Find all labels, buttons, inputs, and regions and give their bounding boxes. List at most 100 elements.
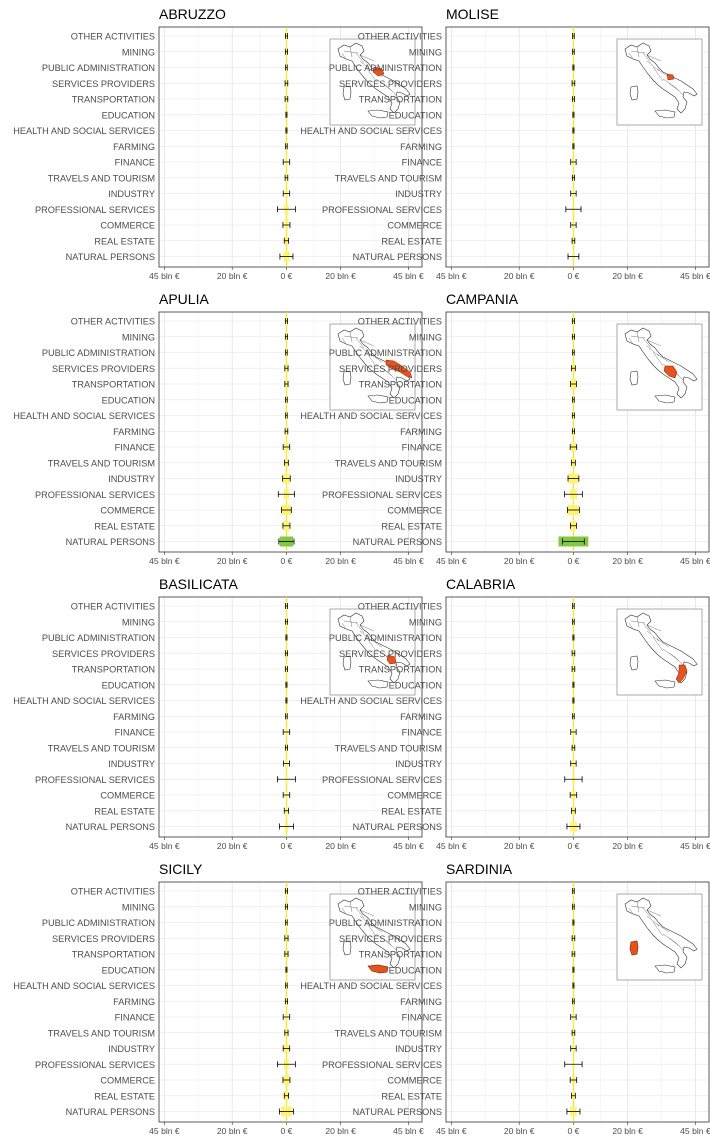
region-border <box>349 616 353 628</box>
panel-apulia: APULIA OTHER ACTIVITIES MINING PUBLIC ADMIN… <box>13 291 424 566</box>
category-label: MINING <box>409 332 442 342</box>
x-tick-label: 20 bln € <box>504 841 535 851</box>
region-border <box>355 52 365 64</box>
region-border <box>628 52 634 60</box>
map-inset <box>329 893 416 981</box>
region-border <box>387 371 397 381</box>
region-border <box>652 636 664 652</box>
region-border <box>646 54 662 62</box>
region-border <box>668 937 680 947</box>
x-tick-label: 0 € <box>567 271 579 281</box>
region-border <box>341 622 347 630</box>
panel-title: CAMPANIA <box>446 291 519 307</box>
category-label: TRAVELS AND TOURISM <box>48 173 155 183</box>
category-label: COMMERCE <box>387 506 442 516</box>
category-label: FARMING <box>400 712 442 722</box>
category-label: INDUSTRY <box>395 189 442 199</box>
category-label: FINANCE <box>402 728 442 738</box>
category-label: EDUCATION <box>102 680 155 690</box>
category-label: INDUSTRY <box>395 474 442 484</box>
x-tick-label: 20 bln € <box>325 841 356 851</box>
category-label: PUBLIC ADMINISTRATION <box>329 633 442 643</box>
category-label: HEALTH AND SOCIAL SERVICES <box>13 411 155 421</box>
region-border <box>365 66 377 82</box>
category-label: MINING <box>409 617 442 627</box>
region-border <box>646 624 662 632</box>
category-label: OTHER ACTIVITIES <box>358 602 442 612</box>
x-tick-label: 20 bln € <box>504 1126 535 1135</box>
category-label: NATURAL PERSONS <box>353 1107 442 1117</box>
x-tick-label: 20 bln € <box>612 271 643 281</box>
x-tick-label: 20 bln € <box>325 556 356 566</box>
category-label: TRANSPORTATION <box>359 95 442 105</box>
x-tick-label: 0 € <box>567 841 579 851</box>
highlighted-region <box>629 940 639 956</box>
category-label: COMMERCE <box>100 506 155 516</box>
region-border <box>674 941 684 951</box>
panel-molise: MOLISE OTHER ACTIVITIES MINING PUBLIC ADMIN… <box>300 6 710 281</box>
x-tick-label: 45 bln € <box>393 271 424 281</box>
category-label: NATURAL PERSONS <box>66 252 155 262</box>
category-label: FINANCE <box>115 443 155 453</box>
x-tick-label: 45 bln € <box>393 556 424 566</box>
region-border <box>369 923 383 933</box>
x-tick-label: 20 bln € <box>612 556 643 566</box>
region-border <box>656 353 670 363</box>
category-label: PUBLIC ADMINISTRATION <box>42 348 155 358</box>
region-border <box>668 82 680 92</box>
map-inset <box>616 893 703 981</box>
category-label: COMMERCE <box>387 791 442 801</box>
region-border <box>636 331 640 343</box>
category-label: OTHER ACTIVITIES <box>71 887 155 897</box>
x-tick-label: 45 bln € <box>436 841 467 851</box>
map-inset <box>616 323 703 411</box>
category-label: TRANSPORTATION <box>359 380 442 390</box>
region-border <box>646 630 660 642</box>
region-border <box>359 345 373 357</box>
x-tick-label: 20 bln € <box>217 556 248 566</box>
x-tick-label: 20 bln € <box>217 271 248 281</box>
x-tick-label: 20 bln € <box>612 1126 643 1135</box>
x-tick-label: 20 bln € <box>504 271 535 281</box>
highlighted-region <box>367 964 389 974</box>
category-label: SERVICES PROVIDERS <box>52 934 155 944</box>
category-label: FARMING <box>113 712 155 722</box>
category-label: TRAVELS AND TOURISM <box>335 1028 442 1038</box>
category-label: MINING <box>122 332 155 342</box>
region-border <box>642 52 652 64</box>
category-label: TRANSPORTATION <box>72 950 155 960</box>
x-tick-label: 45 bln € <box>149 1126 180 1135</box>
region-border <box>355 622 365 634</box>
region-border <box>341 337 347 345</box>
region-border <box>636 616 640 628</box>
category-label: HEALTH AND SOCIAL SERVICES <box>13 981 155 991</box>
sicily-outline <box>367 109 389 119</box>
category-label: MINING <box>409 47 442 57</box>
region-border <box>359 54 375 62</box>
region-border <box>359 630 373 642</box>
category-label: MINING <box>122 617 155 627</box>
panel-sardinia: SARDINIA OTHER ACTIVITIES MINING PUBLIC ADM… <box>300 861 710 1136</box>
category-label: SERVICES PROVIDERS <box>339 934 442 944</box>
category-label: PUBLIC ADMINISTRATION <box>42 63 155 73</box>
highlighted-region <box>385 359 413 379</box>
region-border <box>656 923 670 933</box>
region-border <box>341 52 347 60</box>
category-label: TRAVELS AND TOURISM <box>335 743 442 753</box>
panel-campania: CAMPANIA OTHER ACTIVITIES MINING PUBLIC ADM… <box>300 291 710 566</box>
x-tick-label: 0 € <box>280 271 292 281</box>
panel-title: BASILICATA <box>159 576 239 592</box>
region-border <box>387 86 397 96</box>
category-label: TRANSPORTATION <box>359 665 442 675</box>
panel-border <box>445 881 710 1123</box>
category-label: TRANSPORTATION <box>359 950 442 960</box>
category-label: FINANCE <box>115 728 155 738</box>
region-border <box>381 367 393 377</box>
highlighted-region <box>386 654 397 665</box>
sardinia-outline <box>342 655 352 671</box>
category-label: HEALTH AND SOCIAL SERVICES <box>300 411 442 421</box>
region-border <box>349 46 353 58</box>
sardinia-outline <box>629 370 639 386</box>
